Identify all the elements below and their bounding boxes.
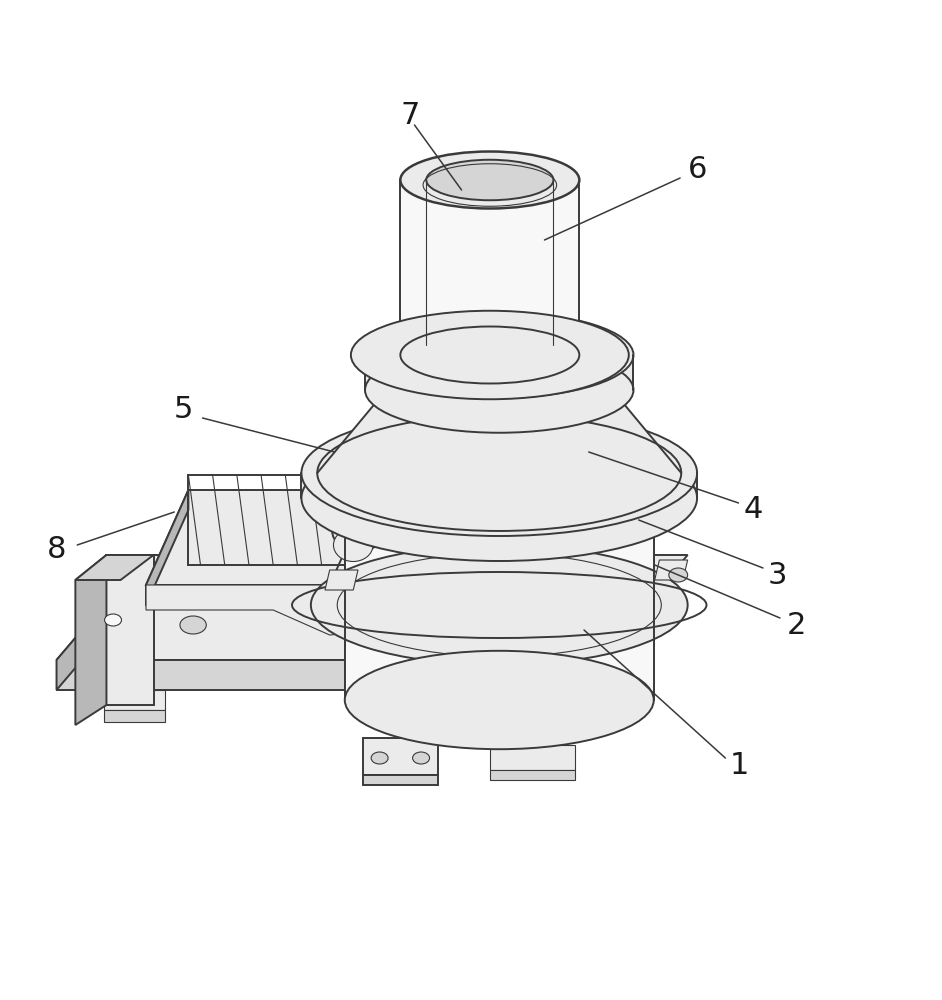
Ellipse shape <box>400 326 579 383</box>
Ellipse shape <box>301 435 697 561</box>
Ellipse shape <box>365 312 633 398</box>
Polygon shape <box>146 585 330 605</box>
Ellipse shape <box>427 160 554 200</box>
Polygon shape <box>363 738 438 775</box>
Ellipse shape <box>351 311 629 399</box>
Ellipse shape <box>371 752 388 764</box>
Polygon shape <box>146 585 386 635</box>
Polygon shape <box>655 560 688 580</box>
Text: 8: 8 <box>47 536 66 564</box>
Polygon shape <box>301 473 697 498</box>
Polygon shape <box>345 500 654 700</box>
Polygon shape <box>75 555 106 725</box>
Polygon shape <box>104 690 165 710</box>
Polygon shape <box>365 355 633 390</box>
Polygon shape <box>317 390 681 473</box>
Ellipse shape <box>332 508 384 552</box>
Polygon shape <box>146 490 188 605</box>
Text: 7: 7 <box>400 101 419 129</box>
Ellipse shape <box>365 347 633 433</box>
Polygon shape <box>325 570 358 590</box>
Text: 6: 6 <box>688 155 706 184</box>
Ellipse shape <box>105 614 122 626</box>
Polygon shape <box>104 710 165 722</box>
Text: 1: 1 <box>730 750 749 780</box>
Ellipse shape <box>333 528 373 562</box>
Polygon shape <box>490 745 575 770</box>
Polygon shape <box>57 660 598 690</box>
Text: 4: 4 <box>744 495 763 524</box>
Polygon shape <box>400 180 579 355</box>
Polygon shape <box>57 555 146 690</box>
Polygon shape <box>75 555 154 580</box>
Ellipse shape <box>180 616 206 634</box>
Polygon shape <box>106 555 154 705</box>
Polygon shape <box>57 555 688 660</box>
Ellipse shape <box>301 410 697 536</box>
Text: 5: 5 <box>174 395 193 424</box>
Ellipse shape <box>345 651 654 749</box>
Ellipse shape <box>341 516 374 544</box>
Ellipse shape <box>669 568 688 582</box>
Ellipse shape <box>345 451 654 549</box>
Polygon shape <box>363 775 438 785</box>
Ellipse shape <box>311 545 688 665</box>
Polygon shape <box>146 490 372 585</box>
Text: 2: 2 <box>787 610 805 640</box>
Text: 3: 3 <box>768 560 787 589</box>
Polygon shape <box>490 770 575 780</box>
Ellipse shape <box>400 151 579 209</box>
Polygon shape <box>556 690 612 705</box>
Ellipse shape <box>413 752 430 764</box>
